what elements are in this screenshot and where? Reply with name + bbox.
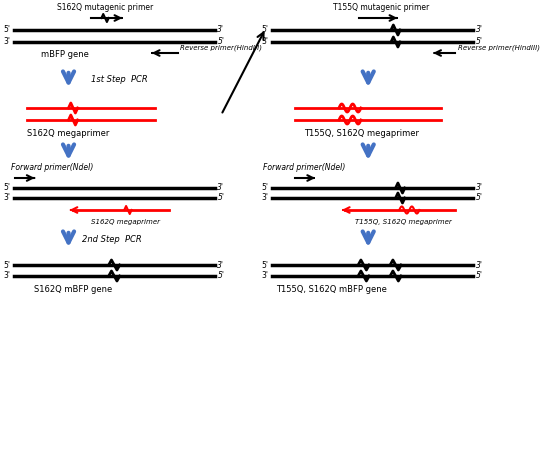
- Text: 2nd Step  PCR: 2nd Step PCR: [82, 235, 142, 245]
- Text: 5': 5': [217, 272, 224, 280]
- Text: Forward primer(NdeI): Forward primer(NdeI): [11, 164, 93, 173]
- Text: 3': 3': [476, 260, 483, 270]
- Text: 3': 3': [262, 38, 269, 46]
- Text: 5': 5': [476, 272, 483, 280]
- Text: 3': 3': [3, 38, 10, 46]
- Text: 3': 3': [262, 272, 269, 280]
- Text: Forward primer(NdeI): Forward primer(NdeI): [263, 164, 346, 173]
- Text: 5': 5': [3, 26, 10, 34]
- Text: 5': 5': [262, 26, 269, 34]
- Text: T155Q, S162Q megaprimer: T155Q, S162Q megaprimer: [304, 128, 419, 138]
- Text: S162Q mBFP gene: S162Q mBFP gene: [34, 286, 112, 294]
- Text: 5': 5': [217, 193, 224, 202]
- Text: 3': 3': [262, 193, 269, 202]
- Text: 5': 5': [3, 184, 10, 193]
- Text: S162Q mutagenic primer: S162Q mutagenic primer: [57, 4, 153, 13]
- Text: 3': 3': [217, 184, 224, 193]
- Text: T155Q, S162Q mBFP gene: T155Q, S162Q mBFP gene: [276, 286, 387, 294]
- Text: 5': 5': [476, 193, 483, 202]
- Text: 3': 3': [3, 272, 10, 280]
- Text: Reverse primer(HindIII): Reverse primer(HindIII): [180, 45, 262, 51]
- Text: S162Q megaprimer: S162Q megaprimer: [91, 219, 161, 225]
- Text: 5': 5': [262, 184, 269, 193]
- Text: 5': 5': [476, 38, 483, 46]
- Text: Reverse primer(HindIII): Reverse primer(HindIII): [458, 45, 540, 51]
- Text: 1st Step  PCR: 1st Step PCR: [91, 75, 148, 85]
- Text: S162Q megaprimer: S162Q megaprimer: [27, 128, 110, 138]
- Text: 3': 3': [217, 260, 224, 270]
- Text: 5': 5': [217, 38, 224, 46]
- Text: mBFP gene: mBFP gene: [41, 51, 89, 60]
- Text: 3': 3': [3, 193, 10, 202]
- Text: 5': 5': [262, 260, 269, 270]
- Text: 5': 5': [3, 260, 10, 270]
- Text: 3': 3': [217, 26, 224, 34]
- Text: 3': 3': [476, 26, 483, 34]
- Text: 3': 3': [476, 184, 483, 193]
- Text: T155Q mutagenic primer: T155Q mutagenic primer: [333, 4, 429, 13]
- Text: T155Q, S162Q megaprimer: T155Q, S162Q megaprimer: [354, 219, 451, 225]
